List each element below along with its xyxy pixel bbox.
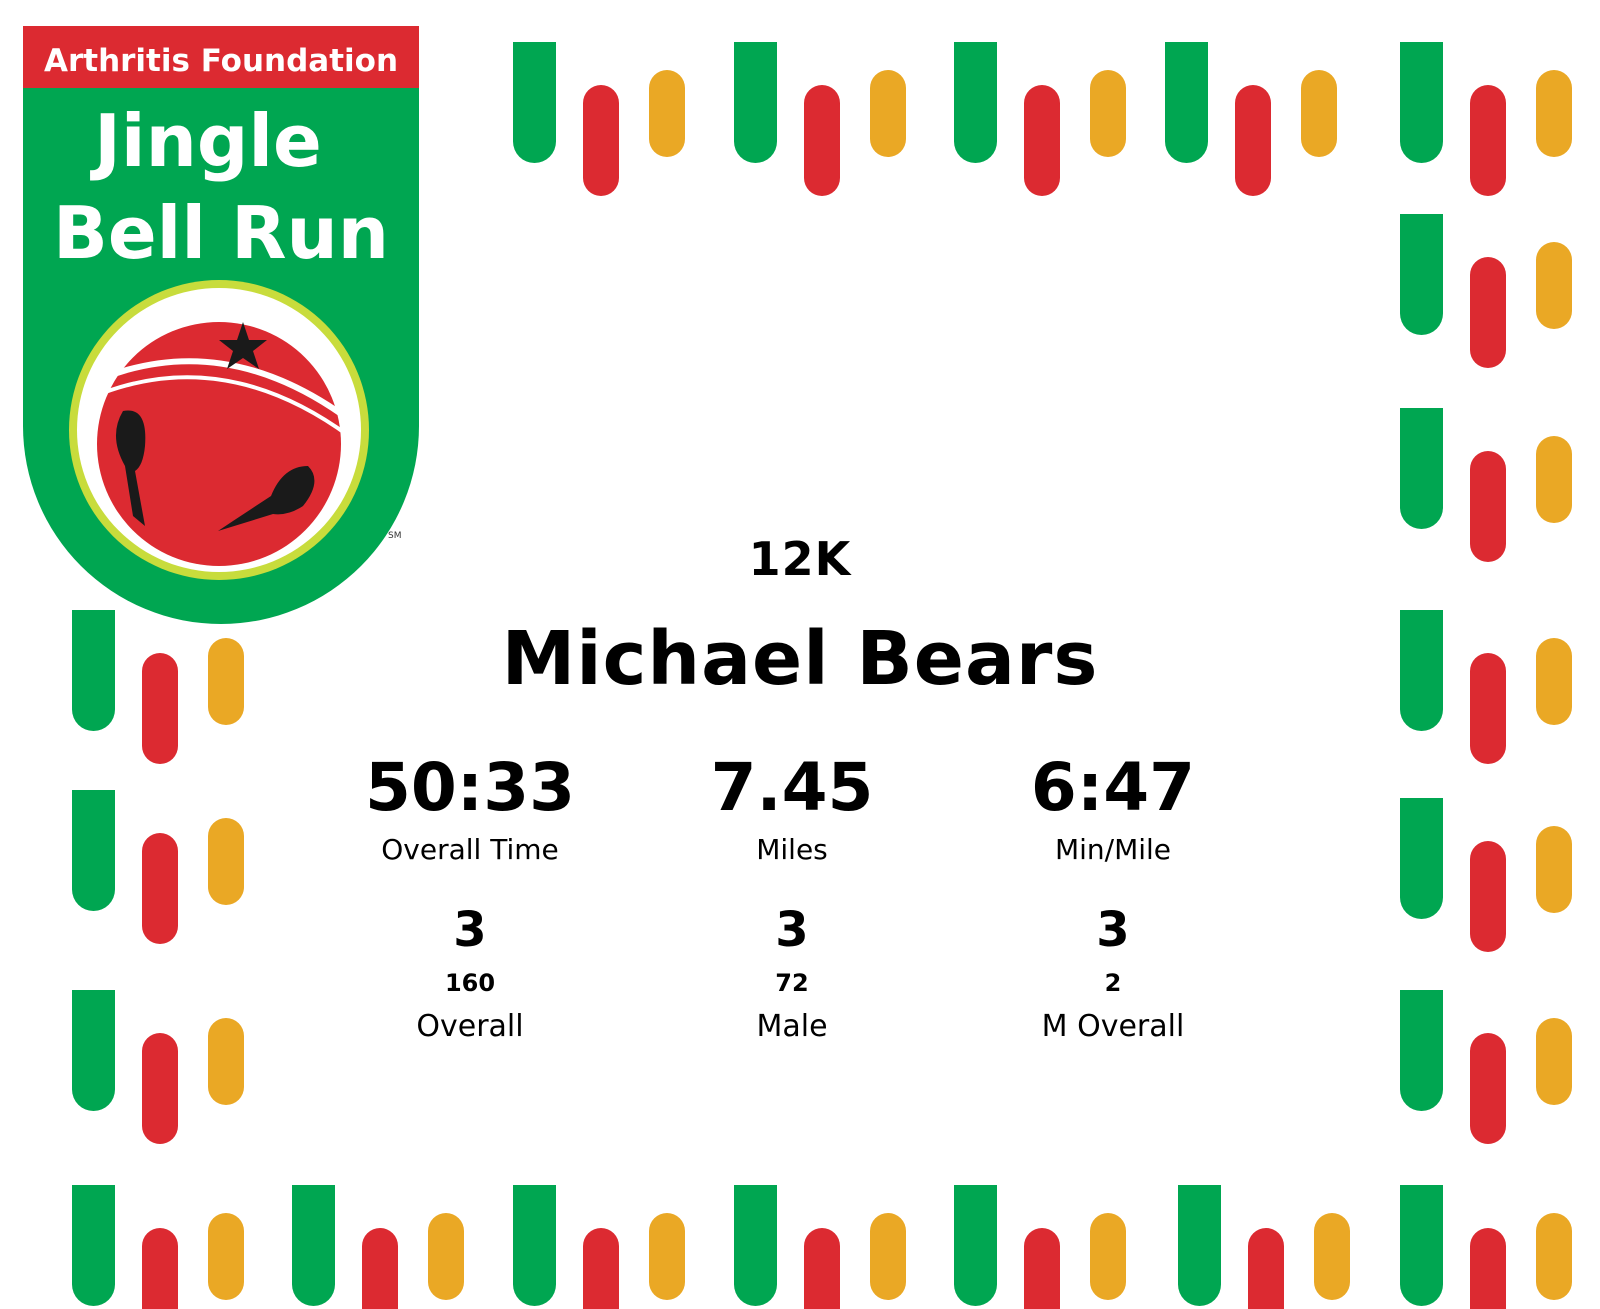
green-stripe	[513, 42, 556, 163]
runner-name: Michael Bears	[501, 616, 1099, 702]
stat-column-time: 50:33 Overall Time 3 160 Overall	[310, 748, 630, 1048]
yellow-stripe	[1301, 70, 1337, 157]
gender-place: 3	[775, 902, 809, 958]
svg-text:Bell Run: Bell Run	[53, 191, 389, 275]
red-stripe	[1470, 1228, 1506, 1309]
yellow-stripe	[1536, 242, 1572, 329]
green-stripe	[1400, 214, 1443, 335]
yellow-stripe	[870, 1213, 906, 1300]
red-stripe	[1470, 653, 1506, 764]
green-stripe	[72, 610, 115, 731]
gender-category-label: Male	[756, 1009, 828, 1044]
stat-column-miles: 7.45 Miles 3 72 Male	[632, 748, 952, 1048]
green-stripe	[954, 1185, 997, 1306]
green-stripe	[1400, 408, 1443, 529]
yellow-stripe	[208, 818, 244, 905]
overall-total: 160	[444, 969, 496, 997]
race-distance: 12K	[748, 532, 852, 586]
pace-label: Min/Mile	[1054, 833, 1172, 866]
red-stripe	[583, 1228, 619, 1309]
red-stripe	[1248, 1228, 1284, 1309]
green-stripe	[72, 1185, 115, 1306]
yellow-stripe	[208, 638, 244, 725]
svg-text:Arthritis Foundation: Arthritis Foundation	[44, 43, 398, 79]
svg-text:SM: SM	[388, 531, 401, 541]
red-stripe	[1470, 85, 1506, 196]
green-stripe	[1178, 1185, 1221, 1306]
yellow-stripe	[1090, 70, 1126, 157]
overall-place: 3	[453, 902, 487, 958]
yellow-stripe	[870, 70, 906, 157]
green-stripe	[292, 1185, 335, 1306]
yellow-stripe	[1536, 638, 1572, 725]
yellow-stripe	[1536, 70, 1572, 157]
red-stripe	[1470, 451, 1506, 562]
green-stripe	[954, 42, 997, 163]
green-stripe	[1400, 990, 1443, 1111]
gender-total: 72	[775, 969, 809, 997]
red-stripe	[1470, 257, 1506, 368]
green-stripe	[1400, 610, 1443, 731]
yellow-stripe	[1536, 826, 1572, 913]
yellow-stripe	[208, 1213, 244, 1300]
yellow-stripe	[1536, 1018, 1572, 1105]
red-stripe	[804, 85, 840, 196]
overall-time-value: 50:33	[364, 749, 576, 826]
miles-value: 7.45	[710, 749, 874, 826]
yellow-stripe	[208, 1018, 244, 1105]
yellow-stripe	[649, 70, 685, 157]
red-stripe	[1235, 85, 1271, 196]
red-stripe	[362, 1228, 398, 1309]
red-stripe	[1470, 841, 1506, 952]
green-stripe	[734, 42, 777, 163]
red-stripe	[142, 653, 178, 764]
yellow-stripe	[1536, 436, 1572, 523]
green-stripe	[1400, 42, 1443, 163]
green-stripe	[1165, 42, 1208, 163]
svg-text:Jingle: Jingle	[89, 99, 322, 183]
green-stripe	[72, 790, 115, 911]
stat-column-pace: 6:47 Min/Mile 3 2 M Overall	[953, 748, 1273, 1048]
green-stripe	[72, 990, 115, 1111]
miles-label: Miles	[756, 833, 828, 866]
jingle-bell-run-logo: Arthritis Foundation Jingle Bell Run SM	[23, 26, 419, 624]
red-stripe	[1024, 85, 1060, 196]
yellow-stripe	[428, 1213, 464, 1300]
red-stripe	[142, 1228, 178, 1309]
overall-time-label: Overall Time	[381, 833, 559, 866]
red-stripe	[1470, 1033, 1506, 1144]
division-category-label: M Overall	[1041, 1009, 1185, 1044]
green-stripe	[513, 1185, 556, 1306]
red-stripe	[583, 85, 619, 196]
green-stripe	[1400, 1185, 1443, 1306]
green-stripe	[734, 1185, 777, 1306]
red-stripe	[142, 1033, 178, 1144]
red-stripe	[1024, 1228, 1060, 1309]
division-place: 3	[1096, 902, 1130, 958]
yellow-stripe	[1314, 1213, 1350, 1300]
overall-category-label: Overall	[416, 1009, 524, 1044]
red-stripe	[804, 1228, 840, 1309]
pace-value: 6:47	[1030, 749, 1196, 826]
red-stripe	[142, 833, 178, 944]
yellow-stripe	[649, 1213, 685, 1300]
division-total: 2	[1104, 969, 1122, 997]
yellow-stripe	[1090, 1213, 1126, 1300]
green-stripe	[1400, 798, 1443, 919]
yellow-stripe	[1536, 1213, 1572, 1300]
